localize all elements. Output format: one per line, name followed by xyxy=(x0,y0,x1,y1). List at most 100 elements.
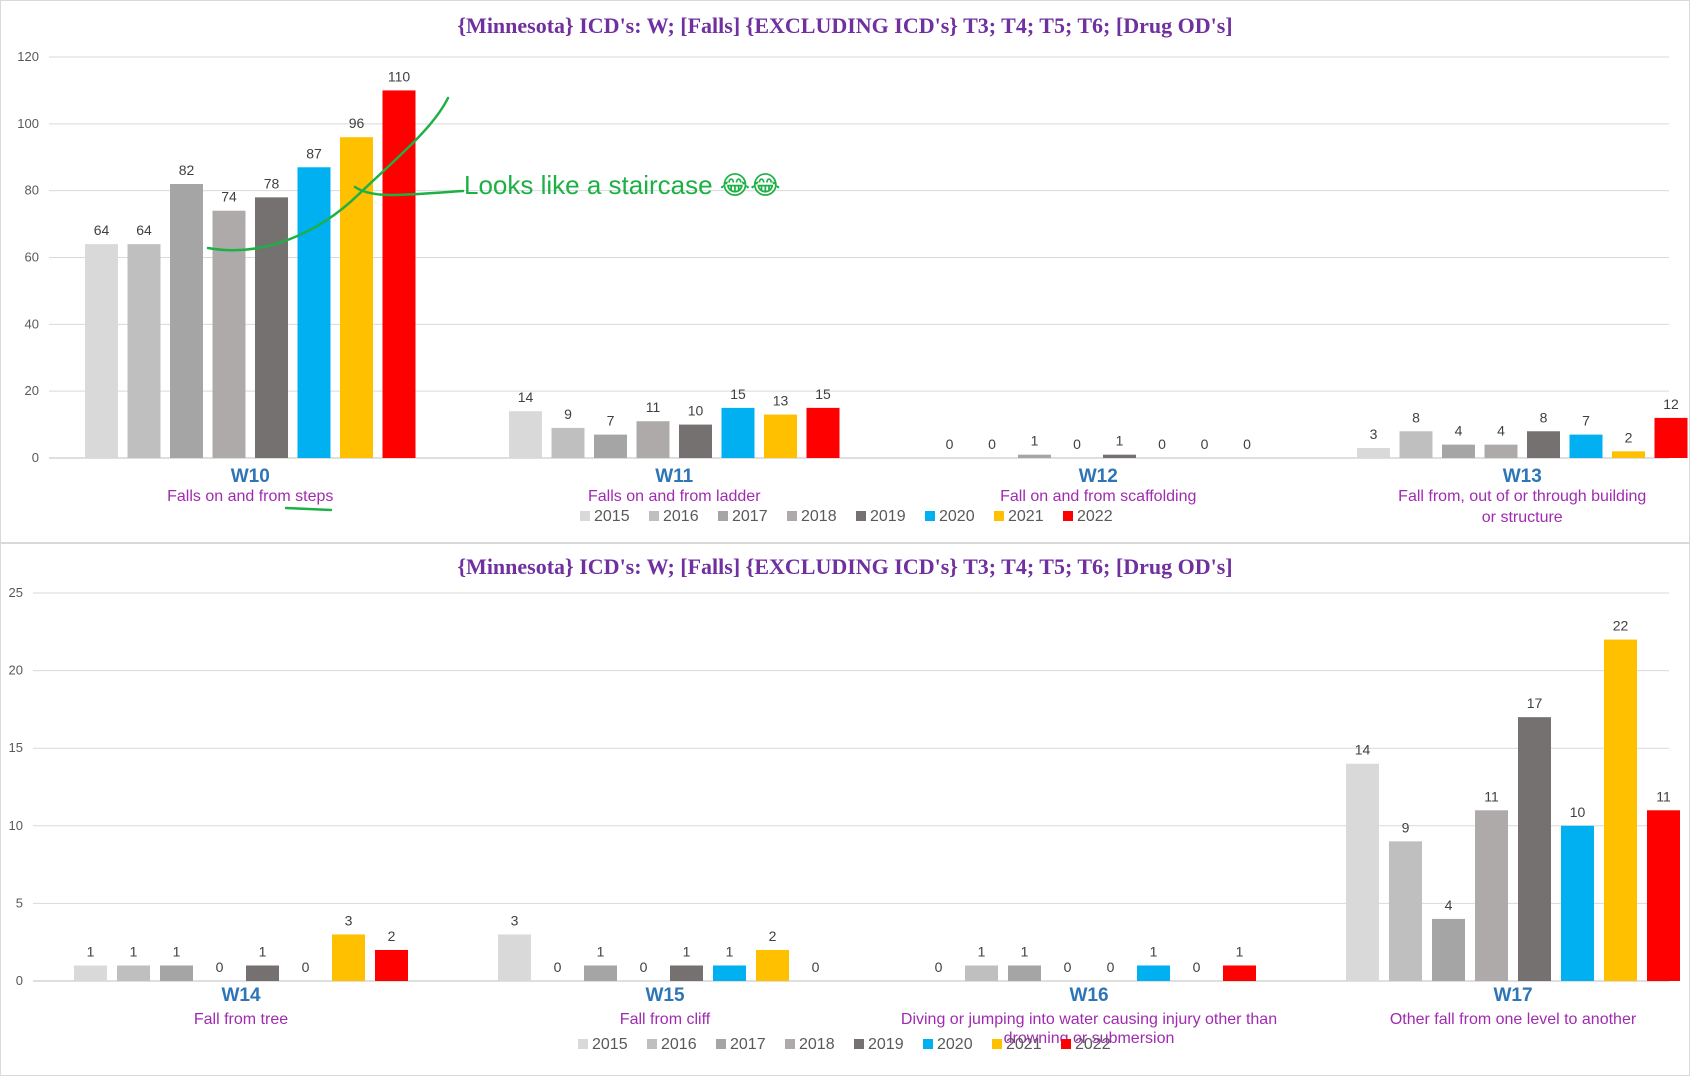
data-label: 10 xyxy=(1570,804,1586,820)
data-label: 0 xyxy=(1073,436,1081,452)
data-label: 1 xyxy=(1150,943,1158,959)
bar-w14-2015 xyxy=(74,965,107,981)
category-code: W13 xyxy=(1503,466,1542,487)
data-label: 78 xyxy=(264,175,280,191)
category-description: Fall on and from scaffolding xyxy=(1000,488,1196,505)
chart-title: {Minnesota} ICD's: W; [Falls] {EXCLUDING… xyxy=(457,13,1232,38)
data-label: 15 xyxy=(815,386,831,402)
bar-w14-2022 xyxy=(375,949,408,981)
data-label: 87 xyxy=(306,145,322,161)
data-label: 82 xyxy=(179,162,195,178)
data-label: 14 xyxy=(518,389,534,405)
legend-swatch-2016 xyxy=(647,1039,657,1049)
bar-w13-2019 xyxy=(1527,431,1560,458)
data-label: 4 xyxy=(1497,423,1505,439)
y-tick-label: 40 xyxy=(25,316,39,331)
annotation-text: Looks like a staircase 😂😂 xyxy=(464,170,781,200)
staircase-trend-line xyxy=(206,96,450,252)
bar-w14-2021 xyxy=(332,934,365,981)
chart-top: {Minnesota} ICD's: W; [Falls] {EXCLUDING… xyxy=(17,13,1688,526)
legend-label-2015: 2015 xyxy=(594,508,630,525)
bar-w15-2017 xyxy=(584,965,617,981)
bar-w13-2020 xyxy=(1569,434,1603,458)
bar-w10-2020 xyxy=(297,167,331,458)
legend-label-2016: 2016 xyxy=(663,508,699,525)
bar-w15-2019 xyxy=(670,965,703,981)
category-description: Falls on and from steps xyxy=(167,488,333,505)
data-label: 3 xyxy=(345,912,353,928)
bar-w11-2018 xyxy=(636,421,670,458)
category-description: Fall from, out of or through building xyxy=(1398,488,1646,505)
legend-label-2019: 2019 xyxy=(868,1036,904,1053)
data-label: 0 xyxy=(1243,436,1251,452)
data-label: 0 xyxy=(988,436,996,452)
data-label: 1 xyxy=(726,943,734,959)
annotation-pointer xyxy=(353,185,465,197)
legend-label-2020: 2020 xyxy=(939,508,975,525)
legend-label-2017: 2017 xyxy=(732,508,768,525)
data-label: 8 xyxy=(1540,409,1548,425)
category-code: W17 xyxy=(1493,985,1532,1006)
data-label: 0 xyxy=(1201,436,1209,452)
legend-label-2018: 2018 xyxy=(799,1036,835,1053)
legend-label-2015: 2015 xyxy=(592,1036,628,1053)
y-tick-label: 15 xyxy=(9,740,23,755)
bar-w15-2020 xyxy=(713,965,746,981)
bar-w17-2018 xyxy=(1475,810,1508,981)
data-label: 64 xyxy=(94,222,110,238)
legend-swatch-2018 xyxy=(785,1039,795,1049)
category-description: Diving or jumping into water causing inj… xyxy=(901,1011,1277,1028)
data-label: 12 xyxy=(1663,396,1679,412)
data-label: 9 xyxy=(564,406,572,422)
bar-w16-2020 xyxy=(1137,965,1170,981)
data-label: 0 xyxy=(302,959,310,975)
legend-swatch-2016 xyxy=(649,511,659,521)
legend-swatch-2015 xyxy=(580,511,590,521)
y-tick-label: 0 xyxy=(32,450,39,465)
data-label: 0 xyxy=(1158,436,1166,452)
data-label: 11 xyxy=(1484,788,1499,804)
bar-w17-2016 xyxy=(1389,841,1422,981)
legend-label-2022: 2022 xyxy=(1075,1036,1111,1053)
category-code: W14 xyxy=(221,985,261,1006)
y-tick-label: 20 xyxy=(25,383,39,398)
data-label: 74 xyxy=(221,189,237,205)
category-code: W16 xyxy=(1069,985,1108,1006)
data-label: 4 xyxy=(1445,897,1453,913)
y-tick-label: 10 xyxy=(9,818,23,833)
legend-swatch-2018 xyxy=(787,511,797,521)
y-tick-label: 0 xyxy=(16,973,23,988)
data-label: 1 xyxy=(130,943,138,959)
data-label: 1 xyxy=(1031,433,1039,449)
bar-w13-2016 xyxy=(1399,431,1433,458)
bar-w17-2017 xyxy=(1432,918,1465,981)
category-description: drowning or submersion xyxy=(1004,1030,1175,1047)
bar-w16-2022 xyxy=(1223,965,1256,981)
legend-swatch-2019 xyxy=(856,511,866,521)
bar-w13-2021 xyxy=(1612,451,1645,458)
bar-w11-2022 xyxy=(806,407,840,458)
bar-w10-2021 xyxy=(340,137,373,458)
category-code: W12 xyxy=(1079,466,1118,487)
bar-w10-2019 xyxy=(255,197,288,458)
legend-swatch-2017 xyxy=(716,1039,726,1049)
data-label: 10 xyxy=(688,403,704,419)
data-label: 0 xyxy=(812,959,820,975)
chart-bottom: {Minnesota} ICD's: W; [Falls] {EXCLUDING… xyxy=(9,554,1680,1053)
bar-w16-2016 xyxy=(965,965,998,981)
bar-w11-2015 xyxy=(509,411,542,458)
bar-w11-2021 xyxy=(764,414,797,458)
y-tick-label: 120 xyxy=(17,49,39,64)
data-label: 0 xyxy=(1193,959,1201,975)
data-label: 0 xyxy=(216,959,224,975)
category-description: Other fall from one level to another xyxy=(1390,1011,1637,1028)
legend-label-2019: 2019 xyxy=(870,508,906,525)
y-tick-label: 25 xyxy=(9,585,23,600)
legend-label-2016: 2016 xyxy=(661,1036,697,1053)
data-label: 3 xyxy=(511,912,519,928)
bar-w10-2016 xyxy=(127,244,161,458)
data-label: 1 xyxy=(978,943,986,959)
bar-w16-2017 xyxy=(1008,965,1041,981)
data-label: 0 xyxy=(554,959,562,975)
legend-label-2018: 2018 xyxy=(801,508,837,525)
